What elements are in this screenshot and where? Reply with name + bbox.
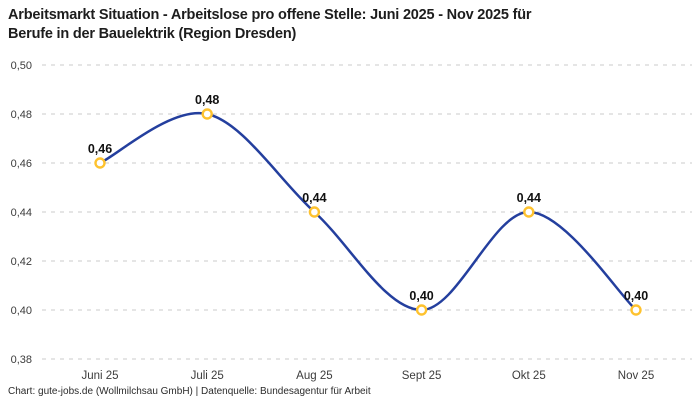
chart-footer-attribution: Chart: gute-jobs.de (Wollmilchsau GmbH) … — [8, 386, 371, 397]
x-axis-tick-label: Nov 25 — [618, 370, 654, 382]
data-point-label: 0,40 — [409, 289, 433, 303]
data-point-marker — [308, 206, 321, 218]
data-point-marker — [415, 304, 428, 316]
data-point-label: 0,48 — [195, 93, 219, 107]
chart-area: 0,50 0,48 0,46 0,44 0,42 0,40 0,38 Juni 25 Juli … — [0, 55, 700, 385]
line-chart: 0,50 0,48 0,46 0,44 0,42 0,40 0,38 Juni 25 Juli … — [11, 60, 692, 382]
data-point-label: 0,46 — [88, 142, 112, 156]
y-axis-tick-label: 0,42 — [11, 256, 32, 268]
y-axis-tick-label: 0,38 — [11, 354, 32, 366]
x-axis-tick-label: Okt 25 — [512, 370, 546, 382]
x-axis-tick-label: Sept 25 — [402, 370, 442, 382]
chart-title: Arbeitsmarkt Situation - Arbeitslose pro… — [8, 7, 532, 42]
y-axis-tick-label: 0,48 — [11, 109, 32, 121]
x-axis-tick-label: Aug 25 — [296, 370, 332, 382]
x-axis-tick-label: Juni 25 — [81, 370, 118, 382]
data-point-marker — [201, 108, 213, 120]
data-point-marker — [94, 157, 106, 169]
data-point-label: 0,44 — [302, 191, 326, 205]
y-axis-tick-label: 0,44 — [11, 207, 32, 219]
data-point-marker — [523, 206, 535, 218]
y-axis-tick-label: 0,46 — [11, 158, 32, 170]
y-axis-tick-label: 0,50 — [11, 60, 32, 72]
data-point-label: 0,40 — [624, 289, 648, 303]
data-point-marker — [630, 304, 642, 316]
x-axis-tick-label: Juli 25 — [191, 370, 224, 382]
data-point-label: 0,44 — [517, 191, 541, 205]
y-axis-tick-label: 0,40 — [11, 305, 32, 317]
